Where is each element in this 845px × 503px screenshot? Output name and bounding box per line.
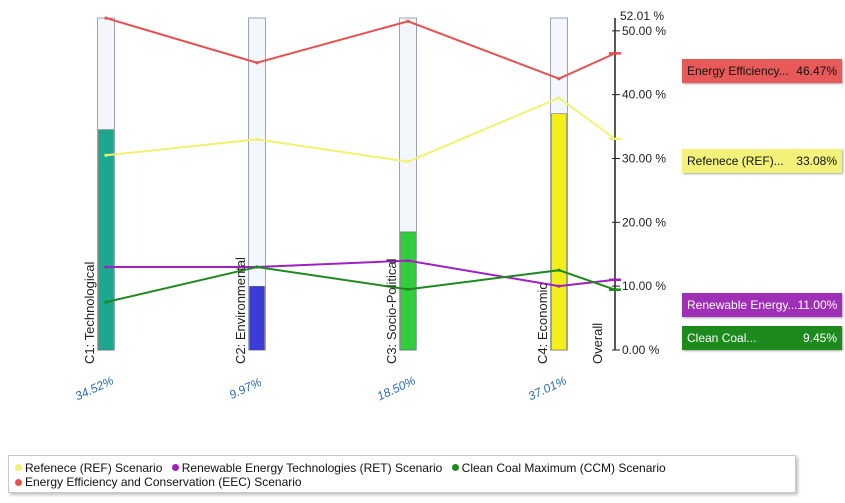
series-line-1: [105, 96, 616, 163]
overall-axis-max-label: 52.01 %: [620, 9, 664, 23]
overall-axis-tick-label: 0.00 %: [622, 343, 660, 357]
series-point: [255, 61, 259, 65]
criteria-bars: [97, 17, 568, 351]
legend-item-eec[interactable]: Energy Efficiency and Conservation (EEC)…: [15, 475, 302, 489]
series-point: [557, 77, 561, 81]
series-point: [406, 19, 410, 23]
series-point: [557, 268, 561, 272]
result-value: 9.45%: [802, 331, 837, 345]
legend: Refenece (REF) Scenario Renewable Energy…: [8, 455, 796, 493]
criterion-weight-label: 37.01%: [526, 373, 569, 403]
series-point: [557, 96, 561, 100]
series-point: [406, 160, 410, 164]
result-value: 11.00%: [797, 298, 838, 312]
chart-area: 0.00 % 10.00 % 20.00 % 30.00 % 40.00 % 50.00 …: [73, 9, 666, 403]
result-badge-ref[interactable]: Refenece (REF)... 33.08%: [682, 149, 842, 173]
legend-item-ccm[interactable]: Clean Coal Maximum (CCM) Scenario: [451, 460, 666, 475]
legend-dot-icon: [15, 464, 22, 471]
legend-item-ret[interactable]: Renewable Energy Technologies (RET) Scen…: [171, 460, 443, 475]
criterion-weight-bar: [551, 113, 567, 351]
legend-item-ref[interactable]: Refenece (REF) Scenario: [15, 461, 162, 475]
series-point: [255, 265, 259, 269]
criterion-weight-label: 9.97%: [227, 375, 264, 402]
overall-axis-tick-label: 50.00 %: [622, 24, 666, 38]
result-label: Clean Coal...: [687, 331, 757, 345]
series-lines: [104, 16, 617, 304]
legend-dot-icon: [451, 464, 459, 471]
overall-axis-tick-label: 10.00 %: [622, 279, 666, 293]
series-line-0: [105, 17, 616, 80]
result-badge-ccm[interactable]: Clean Coal... 9.45%: [682, 326, 842, 350]
legend-dot-icon: [171, 464, 179, 471]
result-label: Renewable Energy...: [687, 298, 798, 312]
series-point: [557, 284, 561, 288]
criterion-weight-bar: [98, 129, 114, 351]
series-point: [104, 16, 108, 20]
legend-label: Renewable Energy Technologies (RET) Scen…: [181, 460, 443, 475]
result-value: 46.47%: [796, 64, 837, 78]
criterion-weight-bar: [249, 286, 265, 351]
overall-axis-tick-label: 20.00 %: [622, 215, 666, 229]
criterion-label: C1: Technological: [82, 262, 97, 364]
series-point: [406, 287, 410, 291]
result-badge-ret[interactable]: Renewable Energy... 11.00%: [682, 293, 842, 317]
legend-label: Energy Efficiency and Conservation (EEC)…: [25, 475, 302, 489]
criterion-label: C2: Environmental: [233, 257, 248, 364]
criterion-label: C3: Socio-Political: [384, 258, 399, 364]
series-point: [406, 259, 410, 263]
result-label: Energy Efficiency...: [687, 64, 789, 78]
series-point: [104, 265, 108, 269]
series-point: [104, 300, 108, 304]
criterion-weight-label: 34.52%: [73, 373, 116, 403]
series-point: [255, 137, 259, 141]
y-axis: 0.00 % 10.00 % 20.00 % 30.00 % 40.00 % 50.00 …: [609, 9, 666, 357]
overall-axis-tick-label: 40.00 %: [622, 88, 666, 102]
result-value: 33.08%: [796, 154, 837, 168]
legend-label: Refenece (REF) Scenario: [25, 460, 163, 475]
result-badge-eec[interactable]: Energy Efficiency... 46.47%: [682, 59, 842, 83]
criterion-label: Overall: [590, 323, 605, 364]
series-point: [104, 153, 108, 157]
legend-label: Clean Coal Maximum (CCM) Scenario: [461, 460, 666, 475]
criterion-weight-label: 18.50%: [375, 373, 418, 403]
legend-dot-icon: [15, 478, 22, 486]
result-label: Refenece (REF)...: [687, 154, 784, 168]
criterion-label: C4: Economic: [535, 283, 550, 364]
overall-axis-tick-label: 30.00 %: [622, 151, 666, 165]
